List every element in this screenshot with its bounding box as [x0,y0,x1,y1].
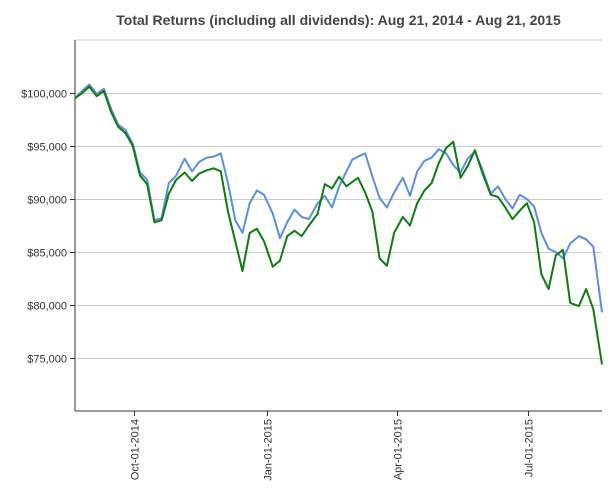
y-tick-label: $95,000 [27,142,67,154]
x-tick-label: Jan-01-2015 [263,419,275,481]
y-tick-label: $80,000 [27,301,67,313]
y-tick-label: $90,000 [27,195,67,207]
y-tick-label: $75,000 [27,354,67,366]
y-ticks: $75,000 $80,000 $85,000 $90,000 $95,000 $100,… [21,89,75,366]
x-tick-label: Apr-01-2015 [393,419,405,480]
x-tick-label: Oct-01-2014 [130,419,142,480]
series-line-1 [74,83,603,313]
y-tick-label: $85,000 [27,248,67,260]
gridlines [75,39,602,359]
y-tick-label: $100,000 [21,89,67,101]
series-lines [74,83,603,365]
axes [74,40,602,412]
x-tick-label: Jul-01-2015 [524,419,536,477]
x-ticks: Oct-01-2014 Jan-01-2015 Apr-01-2015 Jul-01-… [130,411,536,481]
chart-title: Total Returns (including all dividends):… [116,12,561,28]
series-line-2 [74,85,603,365]
